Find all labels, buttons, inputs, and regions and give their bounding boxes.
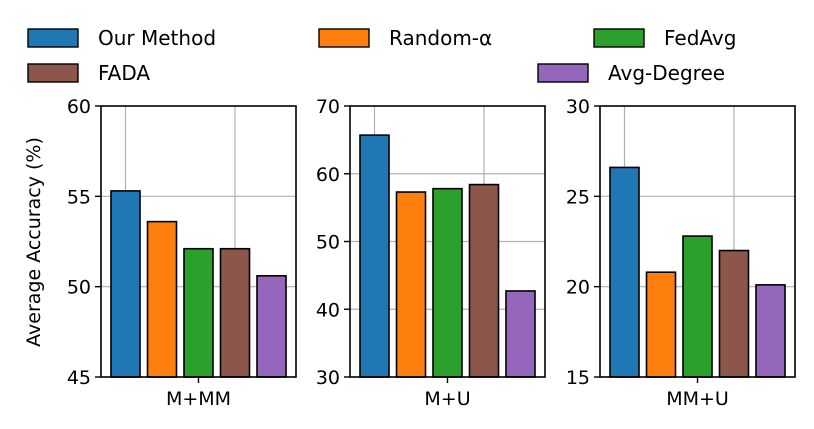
bar xyxy=(395,191,427,378)
x-tick-label: M+U xyxy=(424,388,470,410)
bar xyxy=(755,284,786,378)
legend-entry: Our Method xyxy=(27,26,216,50)
bar xyxy=(256,275,287,378)
legend-entry: FADA xyxy=(27,61,150,85)
legend-label: FADA xyxy=(98,61,150,85)
bar xyxy=(682,235,713,378)
legend-label: Random-α xyxy=(389,26,492,50)
legend-label: Our Method xyxy=(98,26,216,50)
y-tick-label: 45 xyxy=(67,367,91,389)
bar xyxy=(110,190,141,378)
legend-swatch xyxy=(27,28,79,48)
y-tick-label: 70 xyxy=(316,96,340,118)
bar xyxy=(183,247,214,378)
y-tick-label: 25 xyxy=(566,186,590,208)
y-tick-label: 30 xyxy=(566,96,590,118)
y-tick-label: 40 xyxy=(316,299,340,321)
legend-entry: Avg-Degree xyxy=(537,61,725,85)
bar xyxy=(432,187,463,378)
y-tick-label: 60 xyxy=(67,96,91,118)
y-tick-label: 50 xyxy=(316,232,340,254)
panel: 15 20 25 30 MM+U xyxy=(566,96,796,410)
legend-swatch xyxy=(318,28,370,48)
panel: 45 50 55 60 M+MM xyxy=(67,96,297,410)
bar xyxy=(219,247,251,378)
y-tick-label: 15 xyxy=(566,367,590,389)
y-axis-label: Average Accuracy (%) xyxy=(23,137,45,347)
y-tick-label: 55 xyxy=(67,186,91,208)
legend-entry: FedAvg xyxy=(593,26,736,50)
x-tick-label: MM+U xyxy=(666,388,729,410)
bar xyxy=(359,134,390,378)
y-tick-label: 50 xyxy=(67,277,91,299)
legend: Our Method Random-α FedAvg FADA Avg-Degree xyxy=(27,26,736,85)
panel: 30 40 50 60 70 M+U xyxy=(316,96,546,410)
bar xyxy=(645,271,677,378)
bar xyxy=(609,166,640,378)
y-tick-label: 60 xyxy=(316,164,340,186)
legend-label: FedAvg xyxy=(664,26,736,50)
bar xyxy=(146,220,178,378)
legend-swatch xyxy=(593,28,645,48)
legend-swatch xyxy=(27,63,79,83)
legend-label: Avg-Degree xyxy=(608,61,725,85)
bar xyxy=(468,183,500,378)
bar xyxy=(505,290,536,378)
y-tick-label: 30 xyxy=(316,367,340,389)
legend-swatch xyxy=(537,63,589,83)
panels: 45 50 55 60 M+MM 30 40 50 60 70 M+U 15 20 25 30 MM+U xyxy=(67,96,796,410)
y-tick-label: 20 xyxy=(566,277,590,299)
bar xyxy=(718,249,750,378)
legend-entry: Random-α xyxy=(318,26,492,50)
x-tick-label: M+MM xyxy=(166,388,231,410)
